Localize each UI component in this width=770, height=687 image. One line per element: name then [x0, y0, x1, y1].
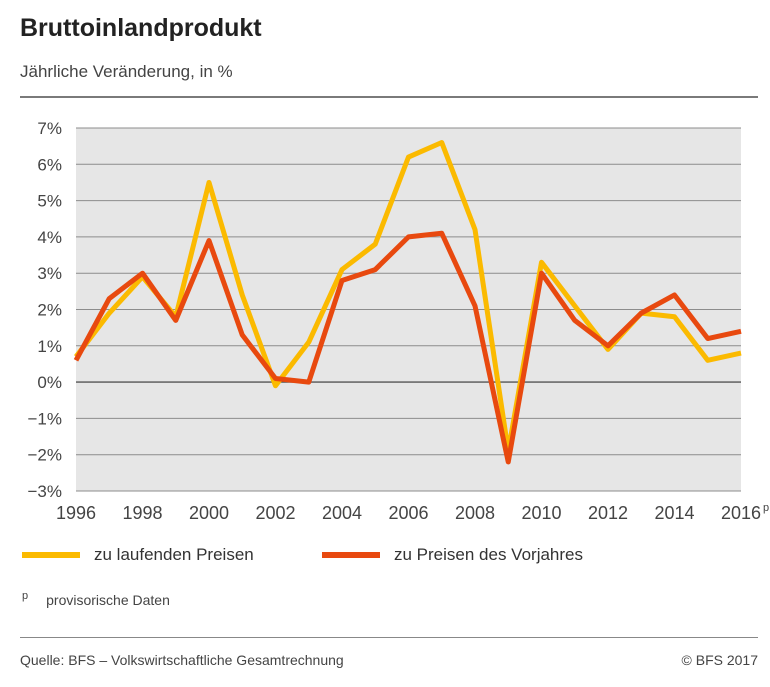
- y-tick-label: −1%: [28, 409, 63, 428]
- y-tick-label: 7%: [37, 119, 62, 138]
- y-axis-ticks: −3% −2% −1% 0% 1% 2% 3% 4% 5% 6% 7%: [28, 119, 63, 501]
- y-tick-label: 3%: [37, 264, 62, 283]
- y-tick-label: 0%: [37, 373, 62, 392]
- chart-title: Bruttoinlandprodukt: [20, 14, 262, 42]
- series-lines: [73, 140, 742, 465]
- footnote: p provisorische Daten: [22, 590, 170, 608]
- x-tick-label: 2008: [455, 503, 495, 523]
- y-tick-label: 2%: [37, 301, 62, 320]
- line-chart: −3% −2% −1% 0% 1% 2% 3% 4% 5% 6% 7% 1996 1998 2000 20…: [28, 119, 770, 523]
- y-tick-label: 5%: [37, 192, 62, 211]
- x-tick-label: 2014: [654, 503, 694, 523]
- series-line-preise-vorjahr: [73, 230, 742, 465]
- legend-label: zu laufenden Preisen: [94, 545, 254, 564]
- x-tick-provisional-marker: p: [763, 502, 769, 514]
- x-tick-label: 2006: [388, 503, 428, 523]
- chart-subtitle: Jährliche Veränderung, in %: [20, 62, 233, 81]
- copyright: © BFS 2017: [681, 652, 758, 668]
- x-tick-label: 2012: [588, 503, 628, 523]
- x-tick-label: 2016: [721, 503, 761, 523]
- x-tick-label: 1996: [56, 503, 96, 523]
- x-tick-label: 2010: [521, 503, 561, 523]
- gridlines: [76, 127, 741, 492]
- legend-swatch-preise-vorjahr: [322, 552, 380, 558]
- y-tick-label: 1%: [37, 337, 62, 356]
- x-tick-label: 2002: [255, 503, 295, 523]
- y-tick-label: −3%: [28, 482, 63, 501]
- footnote-text: provisorische Daten: [46, 592, 170, 608]
- y-tick-label: 6%: [37, 155, 62, 174]
- header-divider: [20, 96, 758, 98]
- x-tick-label: 1998: [122, 503, 162, 523]
- y-tick-label: 4%: [37, 228, 62, 247]
- x-axis-ticks: 1996 1998 2000 2002 2004 2006 2008 2010 2012 2014…: [56, 502, 769, 523]
- legend-item-preise-vorjahr: zu Preisen des Vorjahres: [322, 545, 583, 565]
- x-tick-label: 2000: [189, 503, 229, 523]
- x-tick-label: 2004: [322, 503, 362, 523]
- source-note: Quelle: BFS – Volkswirtschaftliche Gesam…: [20, 652, 344, 668]
- legend-label: zu Preisen des Vorjahres: [394, 545, 583, 564]
- legend-item-laufende-preise: zu laufenden Preisen: [22, 545, 254, 565]
- y-tick-label: −2%: [28, 446, 63, 465]
- footer-divider: [20, 637, 758, 638]
- footnote-marker: p: [22, 590, 29, 602]
- legend-swatch-laufende-preise: [22, 552, 80, 558]
